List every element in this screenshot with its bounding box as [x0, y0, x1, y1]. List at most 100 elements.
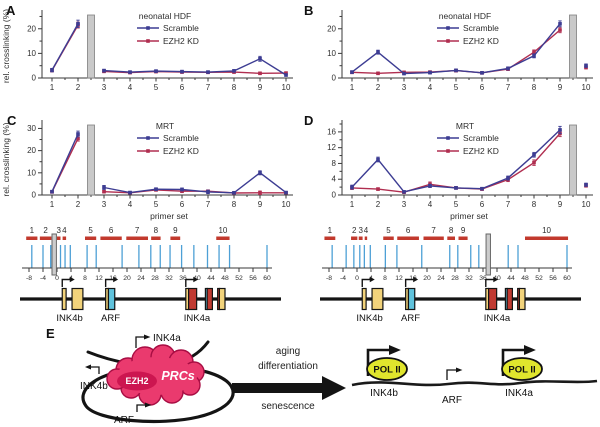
x-tick-label: 8	[532, 83, 537, 92]
data-point	[532, 50, 536, 54]
exon-box	[371, 287, 384, 311]
y-tick-label: 12	[327, 143, 336, 152]
y-tick-label: 20	[27, 146, 36, 155]
map-axis-label: 40	[193, 275, 201, 282]
x-tick-label: 10	[282, 200, 291, 209]
data-point	[258, 190, 262, 195]
chart-panel-a: 0 10 20 1 2 3 4 5 6 7 8 9 10 neonatal HDF rel. crossli…	[1, 9, 293, 92]
chart-panel-c: 0 10 20 30 1 2 3 4 5 6 7 8 9 10 MRT rel. crosslinking (…	[1, 120, 293, 221]
data-point	[206, 70, 210, 74]
data-point	[376, 157, 380, 162]
x-tick-label: 2	[376, 83, 381, 92]
x-tick-label: 9	[258, 83, 263, 92]
data-point	[532, 160, 536, 165]
data-point	[102, 189, 106, 194]
genomic-map-left: -8-4048121620242832364044485256601234567…	[20, 226, 281, 322]
data-point	[258, 71, 262, 76]
primer-set-bar	[216, 236, 230, 240]
legend-label: Scramble	[463, 23, 499, 33]
map-axis-label: 20	[423, 275, 431, 282]
data-point	[284, 71, 288, 75]
prc-complex-blob: EZH2 PRCs	[106, 344, 205, 406]
map-axis-label: -8	[326, 275, 332, 282]
data-point	[76, 136, 80, 141]
model-schematic: EZH2 PRCs INK4a INK4b ARF aging differentiatio…	[80, 333, 598, 426]
polii-complex: POL II	[366, 345, 408, 381]
data-point	[506, 66, 510, 71]
x-tick-label: 4	[428, 200, 433, 209]
loop-gene-labels: INK4a INK4b ARF	[80, 333, 181, 426]
y-tick-label: 20	[27, 24, 36, 33]
map-axis-label: 48	[221, 275, 229, 282]
data-point	[232, 190, 236, 195]
legend-entry: Scramble	[137, 23, 199, 33]
legend-label: EZH2 KD	[163, 146, 199, 156]
map-axis-label: 24	[137, 275, 145, 282]
polii-label: POL II	[373, 365, 400, 376]
legend-label: EZH2 KD	[463, 146, 499, 156]
data-point	[558, 28, 562, 32]
x-tick-label: 1	[350, 200, 355, 209]
x-tick-label: 1	[50, 200, 55, 209]
primer-set-bar	[383, 236, 394, 240]
x-tick-label: 6	[180, 83, 185, 92]
data-point	[376, 187, 380, 191]
x-tick-label: 1	[350, 83, 355, 92]
ezh2-label: EZH2	[125, 376, 148, 386]
legend-entry: EZH2 KD	[137, 36, 199, 46]
primer-set-bar	[458, 236, 468, 240]
primer-set-bar	[85, 236, 97, 240]
primer-set-bar	[364, 236, 368, 240]
primer-set-number: 10	[542, 226, 551, 235]
map-axis-label: 32	[165, 275, 173, 282]
transition-label-differentiation: differentiation	[258, 361, 318, 372]
anchor-fragment-bar	[51, 233, 57, 276]
legend-label: EZH2 KD	[163, 36, 199, 46]
map-axis-label: 8	[383, 275, 387, 282]
promoter-arrow	[104, 278, 114, 287]
primer-set-number: 4	[62, 226, 67, 235]
polii-label: POL II	[508, 365, 535, 376]
gene-ink4b: INK4b	[56, 276, 84, 322]
data-point	[532, 152, 536, 157]
gene-label: INK4b	[356, 313, 382, 322]
map-axis-label: -4	[340, 275, 346, 282]
ezh2-blob	[117, 371, 157, 391]
legend-label: Scramble	[163, 23, 199, 33]
x-tick-label: 10	[582, 200, 591, 209]
primer-set-bar	[423, 236, 444, 240]
data-point	[506, 176, 510, 180]
y-tick-label: 0	[332, 74, 337, 83]
exon-box	[506, 287, 513, 311]
x-tick-label: 1	[50, 83, 55, 92]
data-point	[532, 54, 536, 58]
y-tick-label: 10	[27, 168, 36, 177]
data-point	[284, 73, 288, 77]
y-tick-label: 4	[332, 175, 337, 184]
chart-title: neonatal HDF	[139, 11, 191, 21]
open-chromatin: POL II POL II INK4b ARF INK4a	[351, 345, 598, 406]
data-point	[102, 185, 106, 190]
panel-label-a: A	[6, 3, 16, 18]
x-axis-label: primer set	[450, 211, 488, 221]
data-point	[154, 187, 158, 192]
primer-set-number: 8	[154, 226, 159, 235]
axis-break-bar	[87, 14, 95, 79]
map-axis-label: 32	[465, 275, 473, 282]
data-point	[480, 71, 484, 75]
primer-set-number: 8	[449, 226, 454, 235]
map-axis-label: 60	[563, 275, 571, 282]
map-axis-label: 20	[123, 275, 131, 282]
data-point	[376, 50, 380, 54]
x-tick-label: 4	[128, 200, 133, 209]
polii-ellipse	[501, 357, 543, 381]
legend-entry: Scramble	[437, 133, 499, 143]
data-point	[76, 132, 80, 136]
map-axis-label: 12	[395, 275, 403, 282]
primer-set-bar	[39, 236, 52, 240]
map-axis-label: -4	[40, 275, 46, 282]
axis-break-bar	[569, 14, 577, 79]
y-tick-label: 10	[27, 49, 36, 58]
primer-set-number: 7	[431, 226, 436, 235]
